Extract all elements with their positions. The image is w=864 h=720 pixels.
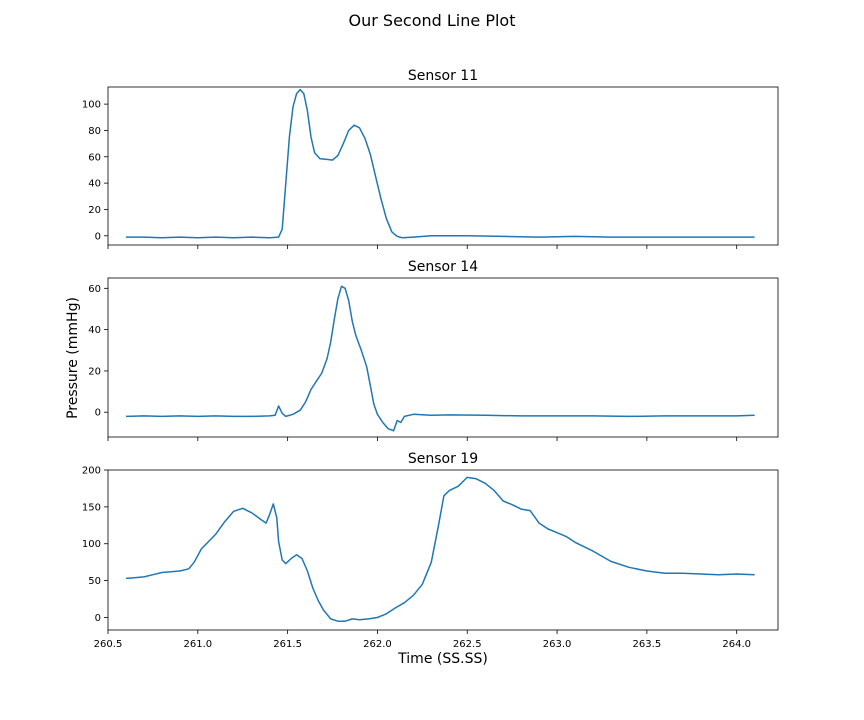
series-line bbox=[126, 88, 755, 239]
series-line bbox=[125, 285, 755, 432]
y-tick-label: 100 bbox=[82, 100, 101, 111]
y-tick-label: 150 bbox=[82, 502, 101, 513]
y-tick-label: 40 bbox=[88, 179, 101, 190]
y-tick-label: 20 bbox=[88, 205, 101, 216]
series-line bbox=[125, 476, 755, 622]
axes-frame bbox=[107, 86, 779, 246]
y-tick-label: 100 bbox=[82, 539, 101, 550]
x-axis-label: Time (SS.SS) bbox=[397, 651, 488, 667]
axes-frame bbox=[107, 469, 779, 631]
y-tick-label: 0 bbox=[95, 231, 101, 242]
x-tick-label: 262.0 bbox=[363, 639, 392, 650]
y-tick-label: 60 bbox=[88, 284, 101, 295]
y-tick-label: 20 bbox=[88, 366, 101, 377]
y-tick-label: 80 bbox=[88, 126, 101, 137]
y-tick-label: 0 bbox=[95, 613, 101, 624]
subplot-3: Sensor 19 0 50 100 150 200 260.5 261.0 261.5 262.… bbox=[82, 451, 779, 650]
subplot-title: Sensor 14 bbox=[408, 259, 478, 275]
y-tick-label: 200 bbox=[82, 466, 101, 477]
x-tick-label: 264.0 bbox=[722, 639, 751, 650]
y-tick-label: 40 bbox=[88, 325, 101, 336]
x-tick-label: 261.5 bbox=[273, 639, 302, 650]
x-tick-label: 262.5 bbox=[453, 639, 482, 650]
subplot-1: Sensor 11 0 20 40 60 80 100 bbox=[82, 68, 779, 249]
x-tick-label: 263.0 bbox=[543, 639, 572, 650]
x-tick-label: 263.5 bbox=[633, 639, 662, 650]
y-tick-label: 60 bbox=[88, 152, 101, 163]
subplot-title: Sensor 19 bbox=[408, 451, 478, 467]
axes-frame bbox=[107, 277, 779, 438]
y-axis-label: Pressure (mmHg) bbox=[65, 297, 81, 419]
y-tick-label: 50 bbox=[88, 576, 101, 587]
subplot-title: Sensor 11 bbox=[408, 68, 478, 84]
figure-title: Our Second Line Plot bbox=[349, 11, 516, 30]
subplot-2: Sensor 14 0 20 40 60 bbox=[88, 259, 779, 441]
y-tick-label: 0 bbox=[95, 408, 101, 419]
x-tick-label: 260.5 bbox=[94, 639, 123, 650]
x-tick-label: 261.0 bbox=[183, 639, 212, 650]
